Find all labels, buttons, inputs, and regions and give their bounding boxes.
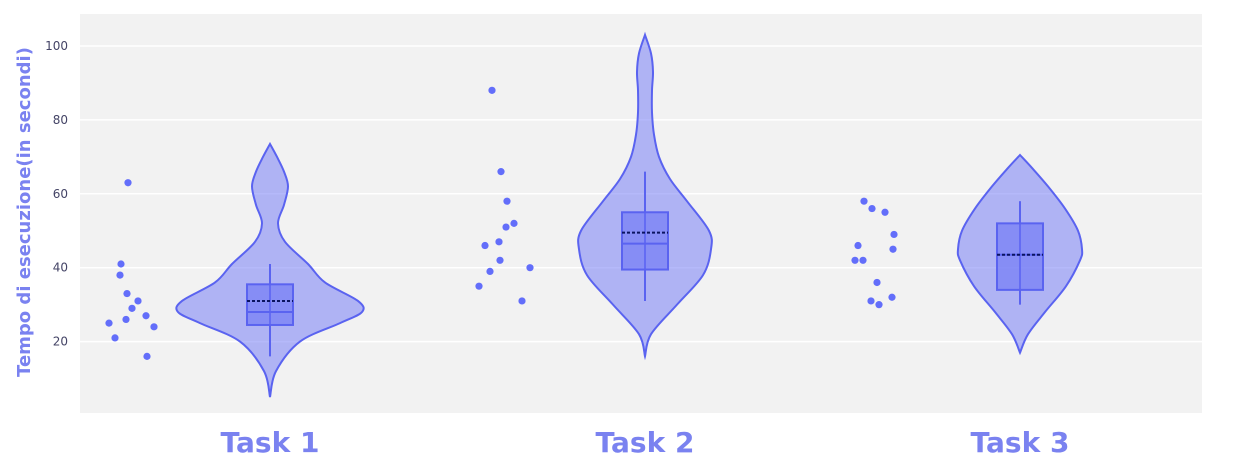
data-point	[875, 301, 883, 309]
data-point	[116, 271, 124, 279]
data-point	[851, 256, 859, 264]
data-point	[142, 312, 150, 320]
data-point	[122, 315, 130, 324]
data-point	[111, 334, 119, 342]
data-point	[890, 230, 898, 239]
data-point	[503, 197, 511, 205]
data-point	[518, 297, 526, 305]
data-point	[150, 323, 158, 331]
data-point	[502, 223, 510, 231]
data-point	[854, 241, 862, 250]
data-point	[134, 297, 142, 305]
y-tick-label: 40	[53, 261, 68, 275]
y-tick-label: 100	[45, 39, 68, 53]
x-axis-ticks: Task 1 Task 2 Task 3	[221, 426, 1070, 459]
data-point	[873, 278, 881, 287]
violin-trace-2	[475, 31, 713, 361]
data-point	[481, 241, 489, 250]
data-point	[488, 86, 496, 94]
box-iqr	[246, 283, 294, 326]
y-tick-label: 80	[53, 113, 68, 127]
box-iqr	[996, 222, 1044, 291]
data-point	[128, 304, 136, 312]
data-point	[889, 245, 897, 253]
y-tick-label: 20	[53, 335, 68, 349]
data-point	[495, 238, 503, 246]
violin-trace-1	[105, 141, 365, 398]
data-point	[143, 352, 151, 360]
data-point	[860, 197, 868, 205]
box-iqr	[621, 211, 669, 271]
x-tick-label: Task 3	[971, 426, 1070, 459]
y-axis-title: Tempo di esecuzione(in secondi)	[14, 47, 35, 377]
violin-traces	[105, 31, 1084, 398]
data-point	[117, 260, 125, 268]
y-axis-ticks: 20 40 60 80 100	[45, 39, 68, 349]
data-point	[486, 267, 494, 275]
data-point	[859, 256, 867, 264]
data-point	[881, 208, 889, 216]
data-point	[124, 179, 132, 187]
data-point	[888, 293, 896, 301]
data-point	[510, 219, 518, 227]
data-point	[526, 264, 534, 272]
data-point	[496, 256, 504, 264]
data-point	[475, 282, 483, 290]
data-point	[497, 168, 505, 176]
data-point	[105, 319, 113, 327]
x-tick-label: Task 1	[221, 426, 320, 459]
x-tick-label: Task 2	[596, 426, 695, 459]
data-point	[123, 289, 131, 298]
y-tick-label: 60	[53, 187, 68, 201]
data-point	[868, 204, 876, 213]
data-point	[867, 297, 875, 305]
violin-trace-3	[851, 153, 1084, 356]
